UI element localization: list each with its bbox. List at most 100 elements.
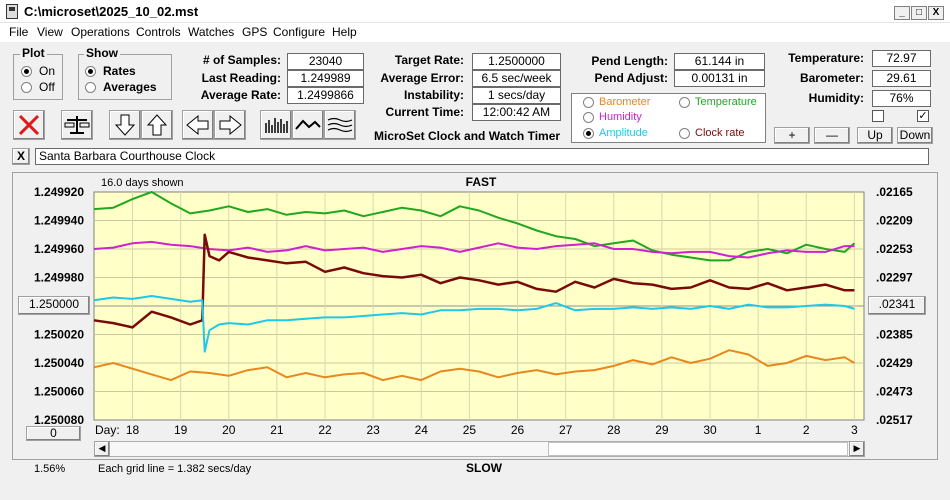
x-tick-label: 29 [655, 423, 669, 437]
plot-group-label: Plot [20, 46, 47, 60]
zoom-plus-button[interactable]: + [774, 127, 810, 144]
x-axis-label: Day: [95, 423, 120, 437]
x-tick-label: 24 [415, 423, 429, 437]
balance-button[interactable] [61, 110, 93, 140]
chart-top-label: FAST [466, 175, 497, 189]
multi-line-view-button[interactable] [324, 110, 356, 140]
y-left-center-button[interactable]: 1.250000 [18, 296, 90, 315]
menu-configure[interactable]: Configure [273, 25, 326, 39]
wave-icon [295, 119, 321, 130]
scale-icon [64, 116, 90, 134]
y-right-center-button[interactable]: .02341 [868, 296, 926, 315]
y-left-tick-label: 1.250080 [34, 413, 84, 427]
app-icon [6, 4, 18, 19]
env-checkbox-1[interactable] [872, 110, 884, 122]
show-rates-label: Rates [103, 64, 136, 78]
x-tick-label: 20 [222, 423, 236, 437]
humidity-label: Humidity: [808, 91, 864, 105]
arrow-up-icon [146, 114, 168, 136]
close-button[interactable]: X [928, 6, 944, 20]
pend-adjust-label: Pend Adjust: [594, 71, 668, 85]
menu-controls[interactable]: Controls [136, 25, 181, 39]
barometer-option: Barometer [599, 96, 651, 108]
line-view-button[interactable] [292, 110, 324, 140]
scroll-right-button[interactable]: ▶ [849, 441, 865, 457]
humidity-field: 76% [872, 90, 931, 107]
x-tick-label: 18 [126, 423, 140, 437]
note-field[interactable]: Santa Barbara Courthouse Clock [35, 148, 929, 165]
menu-view[interactable]: View [37, 25, 63, 39]
up-arrow-button[interactable] [141, 110, 173, 140]
menu-gps[interactable]: GPS [242, 25, 268, 39]
barometer-field: 29.61 [872, 70, 931, 87]
menu-help[interactable]: Help [332, 25, 357, 39]
instability-field: 1 secs/day [472, 87, 561, 104]
scroll-thumb[interactable] [548, 442, 848, 456]
y-right-tick-label: .02165 [876, 185, 913, 199]
chart-bottom-label: SLOW [466, 461, 503, 475]
arrow-left-icon [186, 114, 209, 136]
humidity-option: Humidity [599, 111, 642, 123]
y-right-tick-label: .02473 [876, 385, 913, 399]
humidity-radio[interactable] [583, 112, 594, 123]
menu-watches[interactable]: Watches [188, 25, 235, 39]
minimize-button[interactable]: _ [894, 6, 910, 20]
zoom-minus-button[interactable]: — [814, 127, 850, 144]
avg-error-label: Average Error: [380, 71, 464, 85]
scroll-up-button[interactable]: Up [857, 127, 893, 144]
bar-view-button[interactable] [260, 110, 292, 140]
x-tick-label: 28 [607, 423, 621, 437]
menu-operations[interactable]: Operations [71, 25, 130, 39]
percent-label: 1.56% [34, 463, 65, 475]
temperature-label: Temperature: [788, 51, 864, 65]
scroll-left-button[interactable]: ◀ [94, 441, 110, 457]
menu-bar [0, 23, 950, 42]
app-subtitle: MicroSet Clock and Watch Timer [374, 129, 561, 143]
plot-on-radio[interactable] [21, 66, 32, 77]
x-tick-label: 30 [703, 423, 717, 437]
note-close-button[interactable]: X [12, 148, 30, 165]
pend-adjust-field: 0.00131 in [674, 70, 765, 87]
x-tick-label: 1 [755, 423, 762, 437]
avg-rate-field: 1.2499866 [287, 87, 364, 104]
y-right-tick-label: .02209 [876, 214, 913, 228]
temperature-field: 72.97 [872, 50, 931, 67]
x-tick-label: 19 [174, 423, 188, 437]
target-rate-label: Target Rate: [394, 53, 464, 67]
y-left-tick-label: 1.250040 [34, 356, 84, 370]
barometer-radio[interactable] [583, 97, 594, 108]
series-line-humidity [93, 240, 855, 259]
x-tick-label: 25 [463, 423, 477, 437]
clear-button[interactable] [13, 110, 45, 140]
y-left-tick-label: 1.249980 [34, 271, 84, 285]
red-x-icon [18, 114, 40, 136]
current-time-label: Current Time: [385, 105, 464, 119]
maximize-button[interactable]: □ [911, 6, 927, 20]
current-time-field: 12:00:42 AM [472, 104, 561, 121]
env-checkbox-2[interactable]: ✓ [917, 110, 929, 122]
chart-frame [12, 172, 938, 460]
plot-off-radio[interactable] [21, 82, 32, 93]
last-reading-field: 1.249989 [287, 70, 364, 87]
temperature-radio[interactable] [679, 97, 690, 108]
samples-label: # of Samples: [202, 53, 281, 67]
show-rates-radio[interactable] [85, 66, 96, 77]
y-left-tick-label: 1.250020 [34, 328, 84, 342]
x-tick-label: 22 [318, 423, 332, 437]
x-offset-button[interactable]: 0 [26, 426, 81, 441]
clock-rate-radio[interactable] [679, 128, 690, 139]
plot-on-label: On [39, 64, 56, 78]
amplitude-radio[interactable] [583, 128, 594, 139]
down-arrow-button[interactable] [109, 110, 141, 140]
target-rate-field[interactable]: 1.2500000 [472, 53, 561, 70]
y-right-tick-label: .02297 [876, 271, 913, 285]
plot-off-label: Off [39, 80, 55, 94]
plot-series-selector [571, 93, 766, 143]
left-arrow-button[interactable] [182, 110, 214, 140]
y-left-tick-label: 1.249940 [34, 214, 84, 228]
right-arrow-button[interactable] [214, 110, 246, 140]
show-averages-radio[interactable] [85, 82, 96, 93]
menu-file[interactable]: File [9, 25, 29, 39]
scroll-down-button[interactable]: Down [897, 127, 933, 144]
